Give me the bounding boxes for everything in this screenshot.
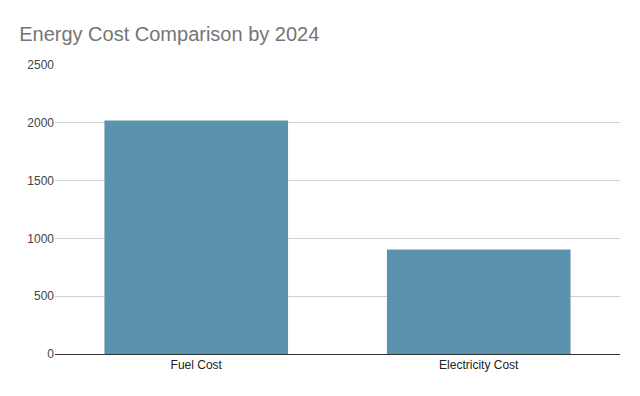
svg-text:500: 500: [34, 289, 54, 303]
svg-text:0: 0: [47, 347, 54, 361]
svg-text:2500: 2500: [27, 58, 54, 72]
svg-text:2000: 2000: [27, 116, 54, 130]
svg-text:Fuel Cost: Fuel Cost: [171, 358, 223, 372]
svg-text:Energy Cost Comparison by 2024: Energy Cost Comparison by 2024: [19, 23, 319, 45]
svg-text:Electricity Cost: Electricity Cost: [439, 358, 519, 372]
svg-text:1500: 1500: [27, 174, 54, 188]
svg-text:1000: 1000: [27, 232, 54, 246]
